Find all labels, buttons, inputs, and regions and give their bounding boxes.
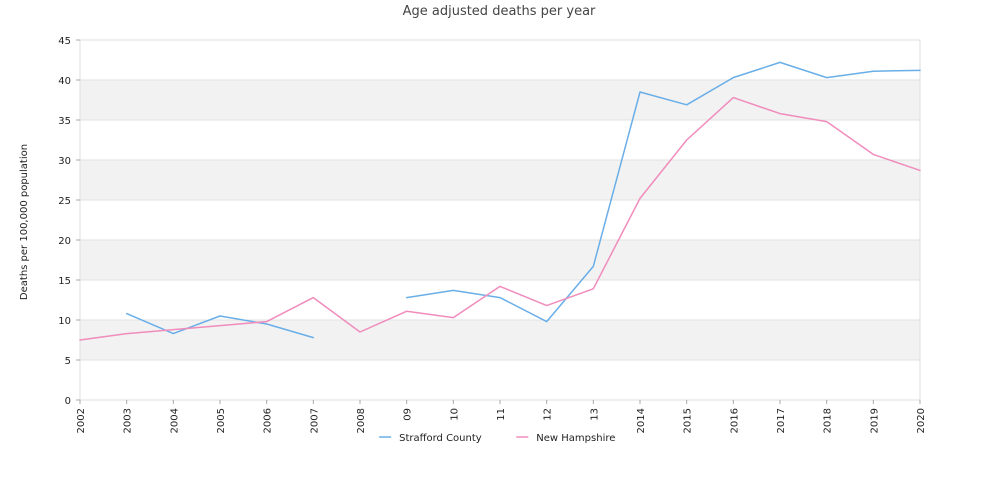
x-tick-label: 2005 (216, 408, 227, 433)
legend-label-new-hampshire: New Hampshire (536, 433, 615, 444)
x-tick-label: 09 (403, 408, 414, 421)
x-tick-label: 2016 (729, 408, 740, 433)
y-tick-label: 10 (58, 316, 71, 327)
x-tick-label: 2020 (916, 408, 927, 433)
x-tick-label: 2006 (263, 408, 274, 433)
x-tick-label: 10 (449, 408, 460, 421)
x-tick-label: 2014 (636, 408, 647, 433)
plot-area: 0 5 10 15 20 25 30 35 40 45 2002 2003 2004 2005 2006 20… (58, 36, 927, 444)
y-tick-label: 20 (58, 236, 71, 247)
series-line-new-hampshire (79, 96, 921, 341)
y-tick-label: 0 (65, 396, 71, 407)
x-tick-label: 2002 (76, 408, 87, 433)
x-tick-label: 11 (496, 408, 507, 421)
grid-band (80, 320, 920, 360)
grid-band (80, 80, 920, 120)
grid-band (80, 240, 920, 280)
x-tick-label: 2015 (683, 408, 694, 433)
x-tick-label: 2004 (169, 408, 180, 433)
y-tick-label: 25 (58, 196, 71, 207)
x-tick-label: 13 (589, 408, 600, 421)
y-axis-label: Deaths per 100,000 population (19, 144, 30, 300)
grid-band (80, 160, 920, 200)
y-tick-label: 40 (58, 76, 71, 87)
x-tick-label: 2017 (776, 408, 787, 433)
x-tick-label: 2019 (869, 408, 880, 433)
x-tick-label: 2007 (309, 408, 320, 433)
y-tick-label: 45 (58, 36, 71, 47)
series-line-strafford-county (405, 61, 921, 323)
y-tick-label: 30 (58, 156, 71, 167)
x-tick-label: 2008 (356, 408, 367, 433)
y-tick-label: 15 (58, 276, 71, 287)
y-tick-label: 5 (65, 356, 71, 367)
x-tick-label: 12 (543, 408, 554, 421)
x-tick-label: 2018 (823, 408, 834, 433)
x-tick-label: 2003 (123, 408, 134, 433)
legend-label-strafford-county: Strafford County (399, 433, 482, 444)
series-line-strafford-county (125, 312, 315, 339)
chart-title: Age adjusted deaths per year (403, 4, 596, 19)
y-tick-label: 35 (58, 116, 71, 127)
